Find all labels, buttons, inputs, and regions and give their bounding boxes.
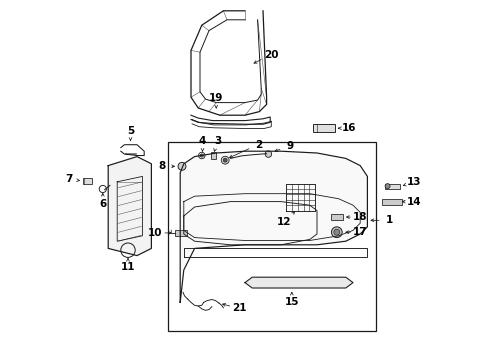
Text: 20: 20	[264, 50, 278, 60]
Circle shape	[223, 158, 227, 162]
Text: 7: 7	[65, 174, 73, 184]
Bar	[168, 142, 376, 331]
Text: 2: 2	[255, 140, 262, 150]
Circle shape	[385, 184, 390, 189]
Text: 6: 6	[99, 199, 106, 210]
Bar	[314, 124, 335, 132]
Bar	[386, 184, 400, 189]
Text: 17: 17	[353, 227, 368, 237]
Text: 18: 18	[353, 212, 368, 222]
Bar	[83, 178, 92, 184]
Text: 15: 15	[285, 297, 299, 307]
Polygon shape	[245, 277, 353, 288]
Text: 4: 4	[199, 136, 206, 146]
Circle shape	[178, 162, 186, 170]
Text: 16: 16	[342, 123, 356, 133]
Text: 19: 19	[209, 93, 223, 103]
Text: 14: 14	[407, 197, 421, 207]
Text: 1: 1	[385, 215, 392, 225]
Polygon shape	[108, 157, 151, 256]
Bar	[175, 230, 187, 236]
Bar	[211, 152, 216, 159]
Circle shape	[334, 229, 340, 235]
Circle shape	[265, 151, 271, 157]
Circle shape	[200, 154, 203, 157]
Circle shape	[331, 227, 342, 238]
Text: 11: 11	[121, 262, 135, 273]
Text: 5: 5	[127, 126, 134, 136]
Text: 3: 3	[214, 136, 221, 146]
Bar	[382, 199, 402, 205]
Text: 9: 9	[286, 141, 293, 151]
Polygon shape	[180, 151, 368, 302]
Text: 10: 10	[148, 228, 162, 238]
Text: 8: 8	[159, 161, 166, 171]
Text: 13: 13	[407, 177, 421, 187]
Text: 21: 21	[232, 303, 247, 314]
Circle shape	[221, 156, 229, 164]
Text: 12: 12	[277, 217, 292, 227]
Bar	[331, 214, 343, 220]
